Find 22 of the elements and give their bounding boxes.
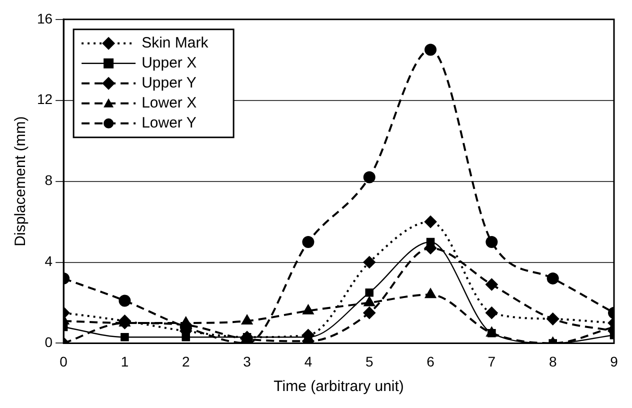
x-tick-label: 2 — [182, 353, 190, 370]
y-tick-label: 0 — [44, 334, 53, 350]
legend-label: Lower X — [142, 94, 197, 112]
x-tick-label: 7 — [488, 353, 496, 370]
x-tick-label: 0 — [60, 353, 68, 370]
legend-label: Upper Y — [142, 74, 196, 92]
x-tick-label: 1 — [120, 353, 129, 370]
x-tick-label: 5 — [365, 353, 374, 370]
x-tick-label: 8 — [548, 353, 557, 370]
y-tick-label: 8 — [44, 172, 53, 188]
legend-label: Skin Mark — [142, 34, 209, 52]
y-tick-label: 16 — [36, 10, 53, 26]
y-tick-label: 4 — [44, 253, 53, 270]
x-tick-label: 3 — [243, 353, 252, 370]
x-axis-title: Time (arbitrary unit) — [274, 378, 404, 396]
x-tick-label: 9 — [610, 353, 618, 370]
y-tick-label: 12 — [36, 91, 53, 108]
x-tick-label: 6 — [426, 353, 435, 370]
x-tick-label: 4 — [304, 353, 312, 370]
y-axis-title: Displacement (mm) — [12, 116, 30, 246]
legend-label: Upper X — [142, 54, 197, 72]
legend-label: Lower Y — [142, 114, 196, 132]
